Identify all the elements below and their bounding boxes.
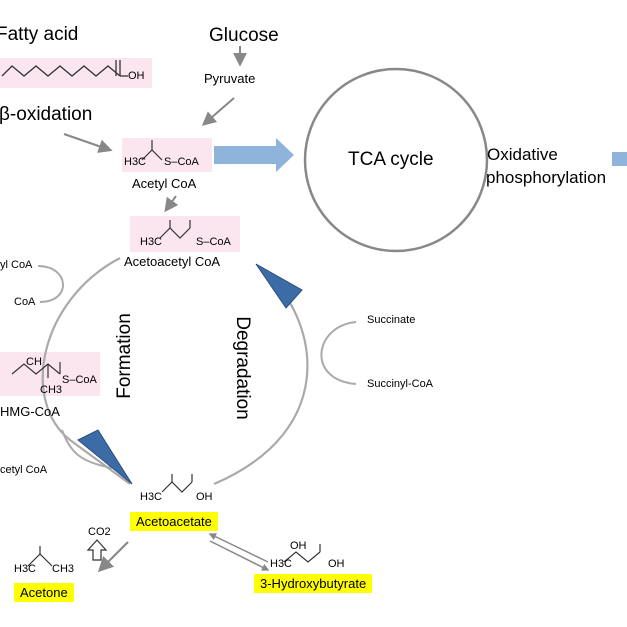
betaox-to-acetylcoa-arrow [63, 133, 113, 153]
fatty-acid-oh: OH [128, 70, 145, 82]
hmg-struct-scoa: S–CoA [62, 374, 97, 386]
hydroxy-struct-oh2: OH [328, 558, 345, 570]
degradation-label: Degradation [231, 316, 253, 420]
hmg-coa-label: HMG-CoA [0, 404, 60, 419]
acetoacetate-struct-left: H3C [140, 491, 163, 503]
acetone-label: Acetone [14, 583, 74, 602]
hydroxy-struct-oh1: OH [290, 540, 307, 552]
oxidative-label-line1: Oxidative [487, 145, 558, 164]
degradation-triangle [255, 263, 303, 309]
acetoacetyl-struct-right: S–CoA [196, 236, 231, 248]
from-hydroxybutyrate-arrow [208, 533, 269, 563]
formation-arc [41, 257, 131, 485]
fatty-acid-label: Fatty acid [0, 24, 79, 45]
acetoacetate-label: Acetoacetate [130, 512, 218, 531]
co2-release-arrow [86, 539, 108, 561]
acetone-struct-left: H3C [14, 563, 37, 575]
acetyl-coa-label: Acetyl CoA [132, 176, 197, 191]
acetoacetyl-struct-left: H3C [140, 236, 163, 248]
succinate-label: Succinate [367, 314, 416, 326]
pyruvate-to-acetylcoa-arrow [201, 97, 235, 126]
acetoacetyl-coa-structure-bg [130, 216, 240, 252]
tca-cycle-label: TCA cycle [348, 149, 434, 170]
hydroxy-struct-left: H3C [270, 558, 293, 570]
pyruvate-label: Pyruvate [204, 71, 256, 86]
beta-oxidation-label: β-oxidation [0, 104, 93, 125]
acetylcoa-to-acetoacetylcoa-arrow [164, 195, 179, 213]
oxphos-block-arrow [612, 152, 627, 166]
tca-cycle-circle [303, 67, 489, 253]
hmg-struct-ch3: CH3 [40, 384, 63, 396]
left-bottom-in-label: cetyl CoA [0, 464, 48, 476]
hmg-coa-structure-bg [0, 352, 100, 396]
hmg-struct-ch: CH [26, 356, 42, 368]
left-bottom-side-curve [61, 429, 113, 469]
left-top-out-label: CoA [14, 296, 36, 308]
to-hydroxybutyrate-arrow [209, 540, 270, 571]
left-top-side-curve [37, 265, 64, 303]
fatty-acid-chain [1, 65, 121, 77]
glucose-label: Glucose [209, 25, 279, 46]
co2-label: CO2 [88, 526, 111, 538]
succinyl-coa-label: Succinyl-CoA [367, 378, 434, 390]
acetyl-coa-struct-left: H3C [124, 156, 147, 168]
left-top-in-label: yl CoA [0, 259, 33, 271]
formation-label: Formation [113, 313, 135, 399]
right-side-curve [320, 321, 357, 385]
acetyl-coa-struct-right: S–CoA [164, 156, 199, 168]
acetoacetate-to-acetone-arrow [97, 541, 129, 573]
acetoacetyl-coa-label: Acetoacetyl CoA [124, 254, 221, 269]
acetoacetate-struct-right: OH [196, 491, 213, 503]
acetone-struct-right: CH3 [52, 563, 75, 575]
hydroxybutyrate-label: 3-Hydroxybutyrate [254, 574, 373, 593]
formation-triangle [77, 429, 133, 485]
acetyl-coa-structure-bg [122, 138, 212, 172]
to-tca-block-arrow [214, 138, 294, 172]
oxidative-label-line2: phosphorylation [486, 168, 607, 187]
